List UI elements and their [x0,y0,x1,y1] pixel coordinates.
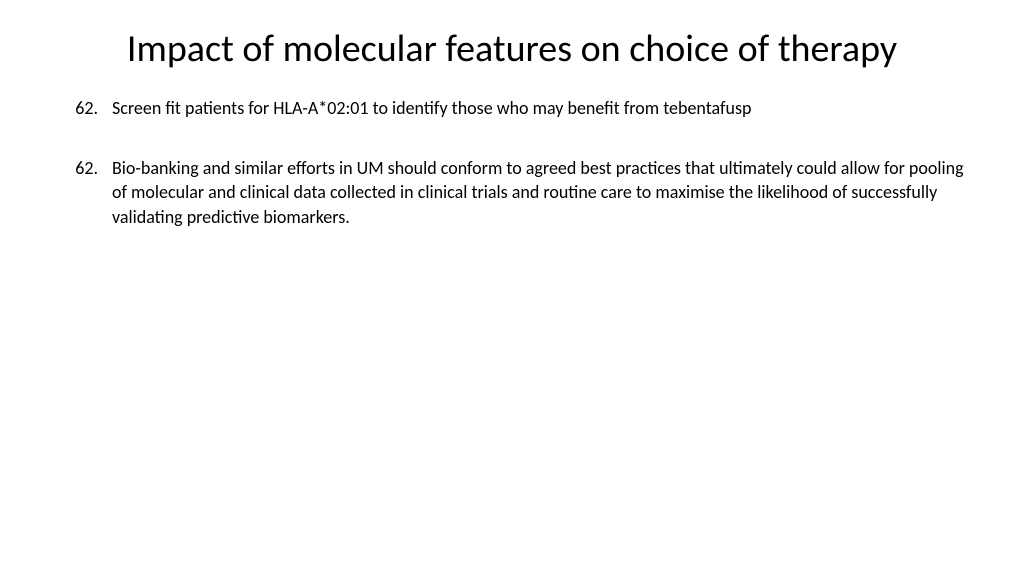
list-item-number: 62. [60,156,112,229]
list-item: 62. Screen fit patients for HLA-A*02:01 … [60,96,964,120]
slide-title: Impact of molecular features on choice o… [60,28,964,72]
list-item: 62. Bio-banking and similar efforts in U… [60,156,964,229]
list-item-text: Screen fit patients for HLA-A*02:01 to i… [112,96,964,120]
slide-container: Impact of molecular features on choice o… [0,0,1024,576]
list-item-number: 62. [60,96,112,120]
list-item-text: Bio-banking and similar efforts in UM sh… [112,156,964,229]
numbered-list: 62. Screen fit patients for HLA-A*02:01 … [60,96,964,229]
